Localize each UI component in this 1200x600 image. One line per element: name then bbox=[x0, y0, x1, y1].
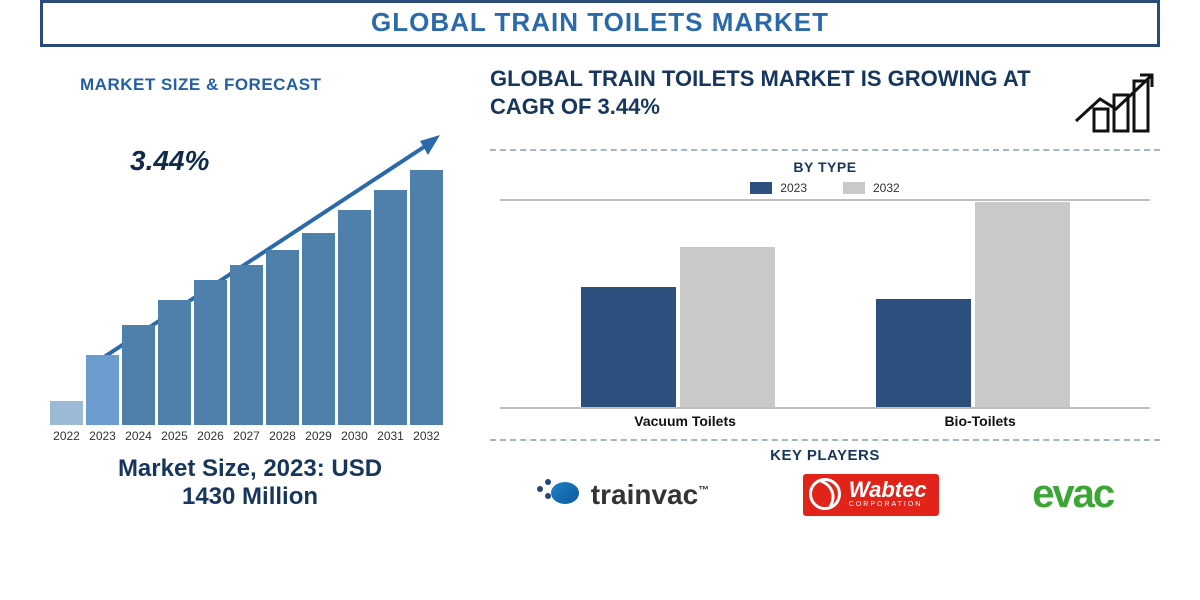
type-bar bbox=[680, 247, 775, 407]
brand-sublabel: CORPORATION bbox=[849, 501, 927, 508]
legend-swatch-icon bbox=[843, 182, 865, 194]
forecast-subheading: MARKET SIZE & FORECAST bbox=[80, 75, 460, 95]
page-title-bar: GLOBAL TRAIN TOILETS MARKET bbox=[40, 0, 1160, 47]
market-size-caption: Market Size, 2023: USD 1430 Million bbox=[40, 455, 460, 511]
forecast-bar bbox=[86, 355, 119, 425]
x-tick-label: Bio-Toilets bbox=[944, 413, 1015, 429]
x-tick-label: 2024 bbox=[122, 429, 155, 443]
type-bar bbox=[581, 287, 676, 407]
legend-item-2023: 2023 bbox=[750, 181, 807, 195]
brand-evac: evac bbox=[1032, 472, 1113, 517]
market-size-line1: Market Size, 2023: USD bbox=[118, 455, 382, 482]
forecast-bar bbox=[338, 210, 371, 425]
forecast-bar bbox=[374, 190, 407, 425]
x-tick-label: 2023 bbox=[86, 429, 119, 443]
growth-headline: GLOBAL TRAIN TOILETS MARKET IS GROWING A… bbox=[490, 65, 1050, 120]
forecast-bar bbox=[230, 265, 263, 425]
market-size-line2: 1430 Million bbox=[182, 483, 318, 510]
type-bar-group bbox=[581, 247, 775, 407]
trademark-icon: ™ bbox=[698, 484, 709, 496]
legend-label: 2032 bbox=[873, 181, 900, 195]
brand-trainvac: trainvac™ bbox=[537, 478, 709, 512]
x-tick-label: 2029 bbox=[302, 429, 335, 443]
by-type-chart bbox=[500, 199, 1150, 409]
growth-bar-arrow-icon bbox=[1070, 65, 1160, 135]
x-tick-label: 2031 bbox=[374, 429, 407, 443]
trainvac-logo-icon bbox=[537, 478, 581, 512]
page-title: GLOBAL TRAIN TOILETS MARKET bbox=[43, 7, 1157, 38]
by-type-title: BY TYPE bbox=[490, 159, 1160, 175]
x-tick-label: 2022 bbox=[50, 429, 83, 443]
right-column: GLOBAL TRAIN TOILETS MARKET IS GROWING A… bbox=[490, 65, 1160, 517]
type-bar bbox=[876, 299, 971, 407]
legend-swatch-icon bbox=[750, 182, 772, 194]
x-tick-label: 2030 bbox=[338, 429, 371, 443]
key-players-title: KEY PLAYERS bbox=[490, 447, 1160, 464]
wabtec-logo-icon bbox=[809, 478, 841, 510]
forecast-bar bbox=[410, 170, 443, 425]
forecast-bar bbox=[266, 250, 299, 425]
forecast-bar bbox=[158, 300, 191, 425]
legend-label: 2023 bbox=[780, 181, 807, 195]
type-bar-group bbox=[876, 202, 1070, 407]
by-type-legend: 2023 2032 bbox=[490, 181, 1160, 195]
forecast-chart: 3.44% bbox=[40, 105, 460, 425]
by-type-x-axis: Vacuum Toilets Bio-Toilets bbox=[500, 409, 1150, 429]
x-tick-label: 2027 bbox=[230, 429, 263, 443]
x-tick-label: Vacuum Toilets bbox=[634, 413, 736, 429]
x-tick-label: 2025 bbox=[158, 429, 191, 443]
forecast-bar bbox=[50, 401, 83, 425]
divider-icon bbox=[490, 149, 1160, 151]
x-tick-label: 2032 bbox=[410, 429, 443, 443]
brand-label: trainvac bbox=[591, 479, 698, 510]
key-players-row: trainvac™ Wabtec CORPORATION evac bbox=[490, 472, 1160, 517]
brand-label: Wabtec bbox=[849, 477, 927, 502]
main-grid: MARKET SIZE & FORECAST 3.44% 20222023202… bbox=[40, 65, 1160, 517]
forecast-x-axis: 2022202320242025202620272028202920302031… bbox=[50, 429, 460, 443]
brand-wabtec: Wabtec CORPORATION bbox=[803, 474, 939, 516]
forecast-bar bbox=[194, 280, 227, 425]
left-column: MARKET SIZE & FORECAST 3.44% 20222023202… bbox=[40, 65, 460, 517]
brand-label: evac bbox=[1032, 472, 1113, 516]
forecast-bar bbox=[122, 325, 155, 425]
forecast-bar bbox=[302, 233, 335, 425]
x-tick-label: 2026 bbox=[194, 429, 227, 443]
x-tick-label: 2028 bbox=[266, 429, 299, 443]
divider-icon bbox=[490, 439, 1160, 441]
type-bar bbox=[975, 202, 1070, 407]
legend-item-2032: 2032 bbox=[843, 181, 900, 195]
